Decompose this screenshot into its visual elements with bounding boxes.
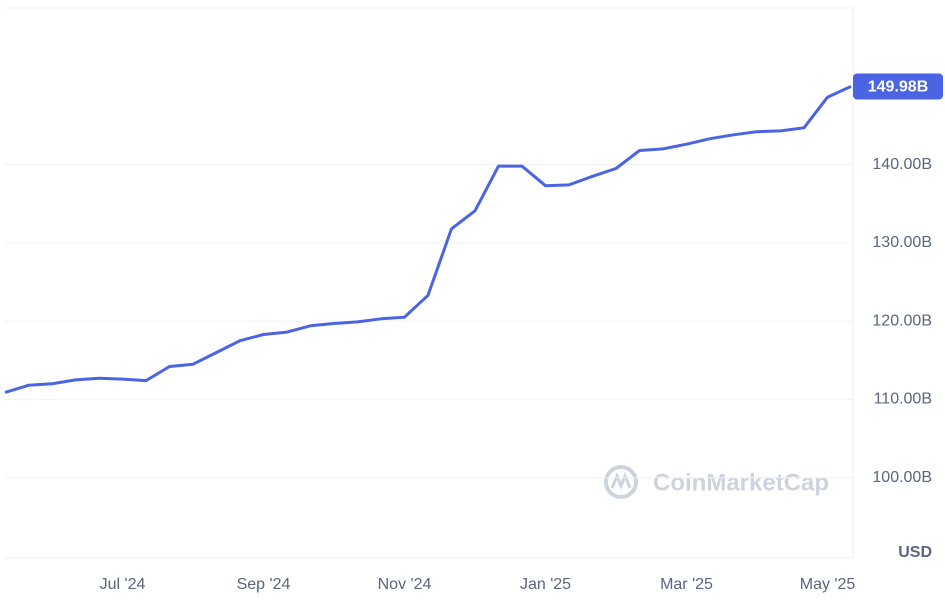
watermark-logo bbox=[604, 465, 638, 499]
watermark-text: CoinMarketCap bbox=[653, 469, 829, 496]
watermark: CoinMarketCap bbox=[604, 465, 829, 499]
y-tick-label: 110.00B bbox=[874, 391, 932, 408]
x-tick-label: Jul '24 bbox=[100, 576, 146, 593]
x-tick-label: Nov '24 bbox=[378, 576, 432, 593]
y-tick-label: 100.00B bbox=[872, 469, 932, 486]
x-tick-label: Sep '24 bbox=[237, 576, 291, 593]
badge-background bbox=[853, 73, 943, 100]
watermark-logo-mark bbox=[610, 472, 632, 491]
x-tick-label: May '25 bbox=[800, 576, 856, 593]
y-unit: USD bbox=[898, 544, 932, 561]
y-tick-label: 140.00B bbox=[872, 156, 932, 173]
current-value-badge: 149.98B bbox=[853, 73, 943, 100]
y-tick-label: 130.00B bbox=[872, 234, 932, 251]
line-series bbox=[4, 85, 852, 394]
x-tick-label: Mar '25 bbox=[660, 576, 713, 593]
x-tick-label: Jan '25 bbox=[520, 576, 571, 593]
badge-label: 149.98B bbox=[868, 79, 929, 96]
y-tick-label: 120.00B bbox=[872, 312, 932, 329]
